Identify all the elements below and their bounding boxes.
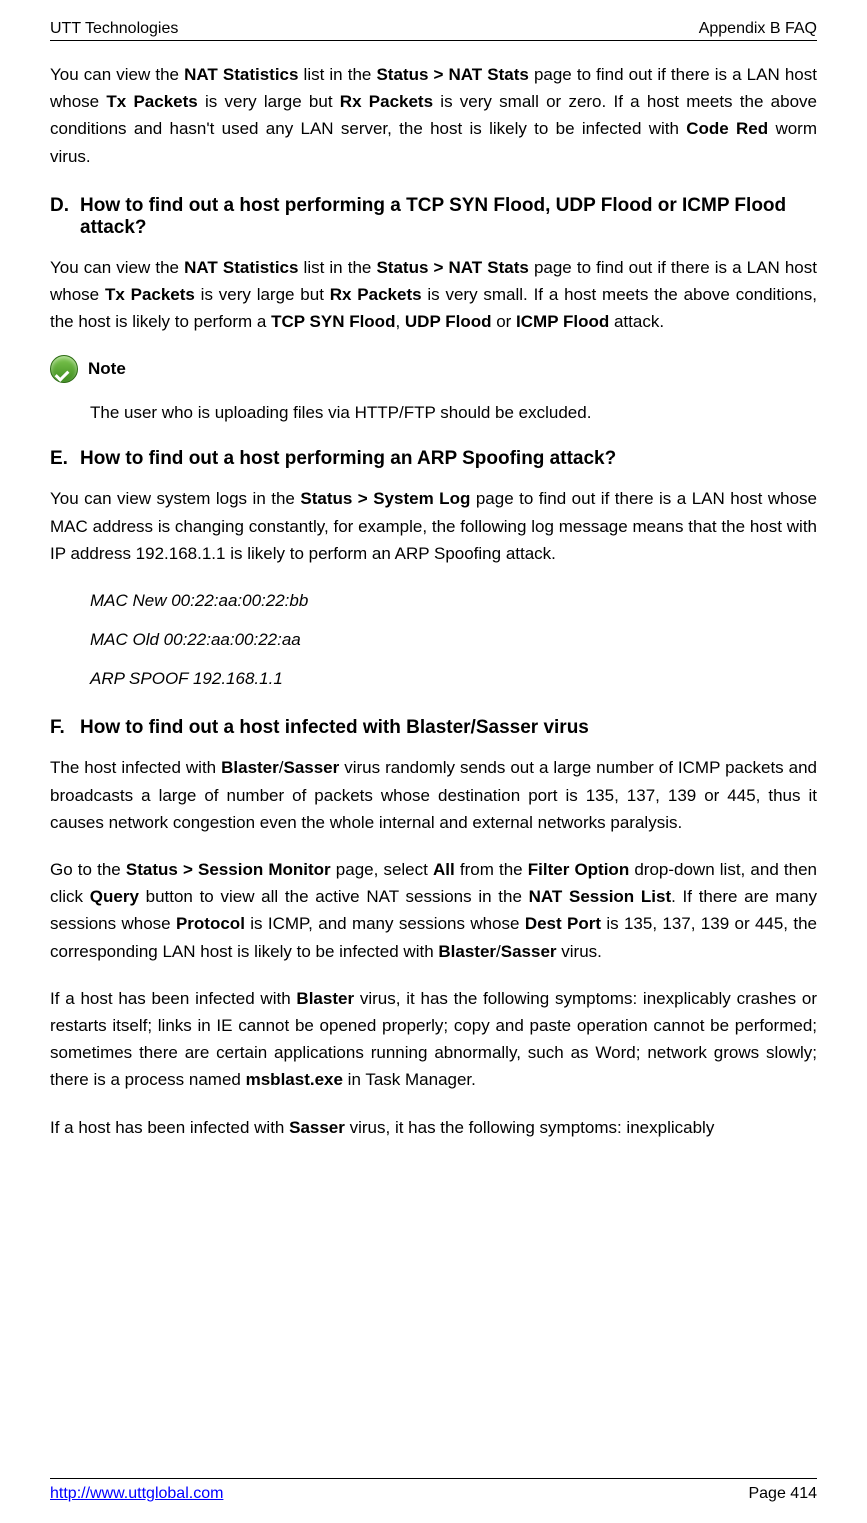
section-e-title: How to find out a host performing an ARP… [80, 448, 817, 470]
section-d-heading: D. How to find out a host performing a T… [50, 195, 817, 239]
section-f-body2: Go to the Status > Session Monitor page,… [50, 856, 817, 965]
section-d-body: You can view the NAT Statistics list in … [50, 254, 817, 336]
section-f-body4: If a host has been infected with Sasser … [50, 1114, 817, 1141]
log-line-1: MAC New 00:22:aa:00:22:bb [90, 587, 817, 614]
log-line-2: MAC Old 00:22:aa:00:22:aa [90, 626, 817, 653]
page-header: UTT Technologies Appendix B FAQ [50, 20, 817, 41]
page-footer: http://www.uttglobal.com Page 414 [50, 1478, 817, 1503]
intro-paragraph: You can view the NAT Statistics list in … [50, 61, 817, 170]
log-line-3: ARP SPOOF 192.168.1.1 [90, 665, 817, 692]
section-f-letter: F. [50, 717, 80, 739]
section-d-letter: D. [50, 195, 80, 239]
check-icon [50, 355, 78, 383]
section-d-title: How to find out a host performing a TCP … [80, 195, 817, 239]
section-e-letter: E. [50, 448, 80, 470]
note-text: The user who is uploading files via HTTP… [90, 403, 817, 423]
section-f-heading: F. How to find out a host infected with … [50, 717, 817, 739]
footer-link[interactable]: http://www.uttglobal.com [50, 1485, 223, 1503]
note-label: Note [88, 359, 126, 379]
note-block: Note [50, 355, 817, 383]
section-e-body: You can view system logs in the Status >… [50, 485, 817, 567]
section-f-body1: The host infected with Blaster/Sasser vi… [50, 754, 817, 836]
header-right: Appendix B FAQ [699, 20, 817, 38]
page-number: Page 414 [748, 1485, 817, 1503]
section-f-body3: If a host has been infected with Blaster… [50, 985, 817, 1094]
header-left: UTT Technologies [50, 20, 178, 38]
section-f-title: How to find out a host infected with Bla… [80, 717, 817, 739]
section-e-heading: E. How to find out a host performing an … [50, 448, 817, 470]
